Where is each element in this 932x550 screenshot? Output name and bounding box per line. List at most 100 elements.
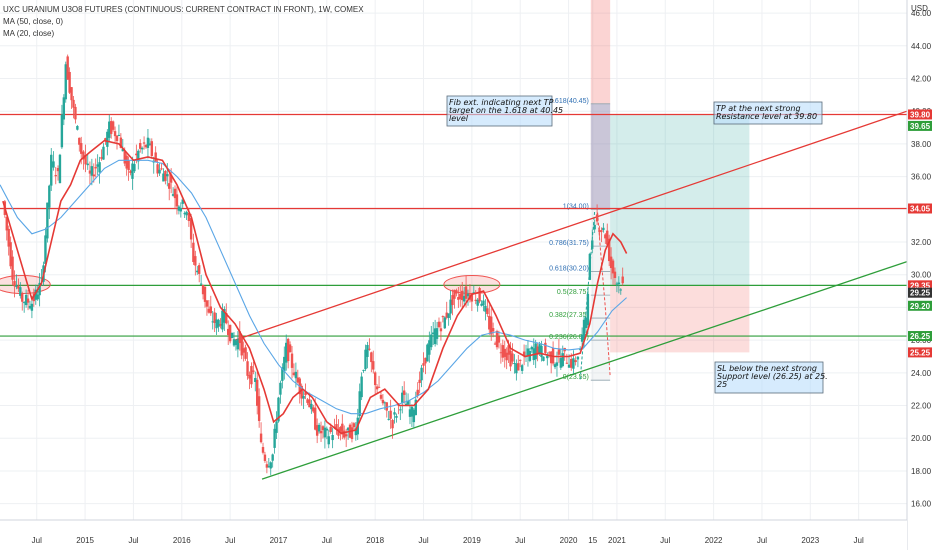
- candle-body: [22, 302, 26, 304]
- candle-body: [602, 227, 605, 231]
- candle-body: [211, 321, 214, 323]
- candle-body: [457, 297, 460, 300]
- candle-body: [238, 331, 242, 344]
- candle-body: [344, 434, 348, 437]
- candle-body: [372, 361, 375, 370]
- candle-body: [175, 194, 179, 207]
- time-axis[interactable]: Jul 2015 Jul 2016 Jul 2017 Jul 2018 Jul 2019 Jul 20…: [0, 519, 907, 550]
- candle-body: [194, 256, 197, 266]
- time-tick-label: Jul: [128, 536, 138, 545]
- candle-body: [203, 286, 207, 302]
- candle-body: [62, 97, 66, 120]
- ma50-legend[interactable]: MA (50, close, 0): [3, 17, 64, 26]
- candle-body: [296, 377, 300, 383]
- candle-body: [179, 207, 183, 212]
- candle-body: [559, 358, 563, 368]
- candle-body: [294, 371, 298, 379]
- time-tick-label: Jul: [515, 536, 525, 545]
- candle-body: [490, 316, 493, 335]
- candle-body: [439, 328, 443, 332]
- candle-body: [219, 324, 222, 326]
- fib-ext-band: [590, 103, 611, 210]
- candle-body: [548, 352, 551, 354]
- candle-body: [133, 164, 136, 172]
- candle-body: [158, 169, 161, 174]
- candle-body: [267, 465, 271, 467]
- candle-body: [60, 114, 64, 148]
- candle-body: [13, 281, 16, 287]
- candle-body: [474, 299, 477, 302]
- candle-body: [484, 305, 487, 312]
- candle-body: [74, 106, 77, 120]
- candle-body: [171, 194, 175, 196]
- candle-body: [300, 385, 303, 399]
- candle-body: [576, 356, 580, 360]
- candle-body: [410, 406, 414, 417]
- candle-body: [24, 294, 28, 306]
- candle-body: [480, 303, 483, 306]
- candle-body: [76, 126, 79, 130]
- candle-body: [70, 87, 73, 101]
- candle-body: [462, 296, 466, 302]
- candle-body: [225, 312, 228, 324]
- candle-body: [399, 409, 402, 411]
- price-label-box: [908, 120, 932, 131]
- candle-body: [275, 421, 278, 433]
- candle-body: [501, 345, 505, 358]
- candle-body: [96, 164, 99, 167]
- price-tick-label: 16.00: [911, 500, 932, 509]
- candle-body: [54, 175, 57, 177]
- candle-body: [584, 317, 588, 329]
- candle-body: [137, 150, 140, 162]
- candle-body: [319, 430, 323, 434]
- candle-body: [343, 430, 346, 438]
- candle-body: [572, 358, 575, 369]
- candle-body: [582, 319, 586, 341]
- candle-body: [68, 71, 71, 93]
- price-tick-label: 20.00: [911, 434, 932, 443]
- candle-body: [183, 212, 186, 215]
- candles: [3, 54, 624, 476]
- candle-body: [242, 348, 245, 353]
- candle-body: [461, 290, 464, 301]
- ma20-legend[interactable]: MA (20, close): [3, 29, 55, 38]
- candle-body: [422, 363, 425, 366]
- candle-body: [142, 142, 146, 144]
- candle-body: [160, 168, 163, 170]
- time-tick-label: 2016: [173, 536, 191, 545]
- price-axis[interactable]: USD16.0018.0020.0022.0024.0026.0028.0030…: [906, 0, 932, 550]
- candle-body: [221, 310, 224, 330]
- candle-body: [113, 131, 117, 137]
- candle-body: [123, 151, 126, 164]
- candle-body: [108, 121, 111, 138]
- candle-body: [288, 344, 292, 353]
- candle-body: [271, 454, 274, 461]
- candle-body: [308, 399, 311, 408]
- candle-body: [279, 382, 282, 395]
- candle-body: [515, 363, 518, 374]
- grid: [0, 0, 907, 520]
- annotation-sl-text: Support level (26.25) at 25.: [717, 372, 828, 381]
- candle-body: [337, 428, 340, 436]
- candle-body: [499, 352, 503, 354]
- candle-body: [92, 174, 95, 177]
- price-label-text: 29.25: [910, 289, 931, 298]
- candle-body: [281, 367, 284, 381]
- candle-body: [135, 153, 138, 156]
- candle-body: [607, 238, 611, 262]
- candle-body: [192, 242, 195, 263]
- time-tick-label: Jul: [418, 536, 428, 545]
- candle-body: [408, 409, 412, 417]
- candle-body: [383, 402, 387, 404]
- candle-body: [52, 161, 55, 168]
- candle-body: [437, 321, 441, 328]
- candle-body: [511, 353, 514, 362]
- candle-body: [505, 352, 508, 361]
- price-tick-label: 42.00: [911, 74, 932, 83]
- candle-body: [488, 315, 491, 330]
- candle-body: [416, 389, 419, 396]
- annotation-fib-ext-text: level: [449, 114, 469, 123]
